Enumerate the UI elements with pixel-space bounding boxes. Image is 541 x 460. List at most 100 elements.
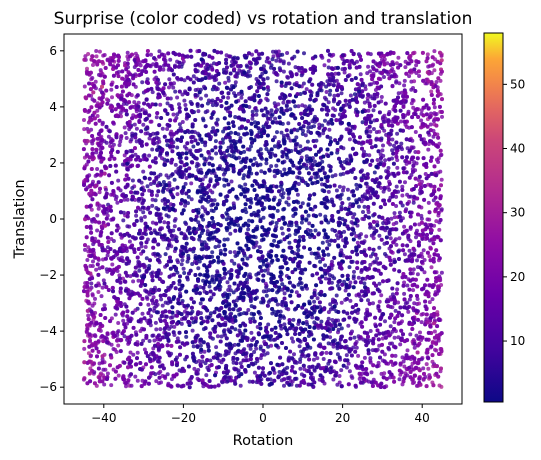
scatter-point [319,319,324,324]
scatter-point [222,237,227,242]
scatter-point [232,250,237,255]
scatter-point [286,61,291,66]
scatter-point [395,287,400,292]
scatter-point [362,281,367,286]
scatter-point [175,192,180,197]
scatter-point [347,369,352,374]
scatter-point [147,136,152,141]
scatter-point [168,57,173,62]
scatter-point [394,184,399,189]
scatter-point [88,264,93,268]
scatter-point [215,334,220,339]
scatter-point [327,92,332,97]
scatter-point [160,126,165,131]
scatter-point [183,103,188,107]
scatter-point [155,193,159,198]
scatter-point [426,200,431,205]
scatter-point [319,88,324,93]
scatter-point [323,263,328,268]
scatter-point [191,74,196,79]
scatter-point [123,131,128,136]
scatter-point [241,176,246,181]
scatter-point [281,100,286,105]
scatter-point [320,240,325,245]
scatter-point [150,220,155,225]
scatter-point [327,127,332,132]
scatter-point [225,280,230,285]
scatter-point [304,87,309,92]
scatter-point [284,103,289,108]
scatter-point [128,149,133,153]
scatter-point [162,220,167,225]
scatter-point [326,121,331,126]
scatter-point [311,357,316,362]
scatter-point [417,301,421,306]
scatter-point [401,359,406,364]
scatter-point [216,244,221,249]
scatter-point [205,229,210,234]
scatter-point [160,303,165,308]
scatter-point [265,76,270,81]
scatter-point [402,364,407,369]
scatter-point [175,145,180,150]
scatter-point [411,145,416,150]
scatter-point [158,369,163,374]
scatter-point [318,212,323,217]
scatter-point [116,373,121,378]
scatter-point [271,49,275,54]
scatter-point [360,216,365,221]
scatter-point [274,184,279,189]
scatter-point [339,368,344,373]
scatter-point [91,63,95,67]
scatter-point [411,288,416,293]
scatter-point [172,324,177,329]
scatter-point [282,322,287,327]
scatter-point [422,270,427,275]
scatter-point [348,298,353,303]
scatter-point [191,344,196,349]
scatter-point [150,147,155,152]
scatter-point [312,299,317,304]
scatter-point [388,324,393,329]
scatter-point [242,149,247,154]
scatter-point [364,234,369,239]
scatter-point [358,72,363,77]
scatter-point [143,131,148,136]
scatter-point [198,343,203,348]
scatter-point [184,334,189,339]
scatter-point [167,77,172,82]
scatter-point [90,76,95,80]
scatter-point [322,63,327,68]
scatter-point [141,210,146,215]
scatter-point [326,58,331,63]
scatter-point [383,319,387,324]
scatter-point [100,285,105,290]
scatter-point [239,95,244,100]
scatter-point [305,139,310,144]
scatter-point [146,302,151,307]
scatter-point [428,183,433,187]
scatter-point [430,297,435,302]
scatter-point [198,96,203,101]
scatter-point [307,365,312,369]
scatter-point [357,376,362,381]
scatter-point [332,93,337,98]
scatter-point [367,153,372,158]
scatter-point [285,51,290,55]
scatter-point [172,224,177,229]
scatter-point [144,256,149,261]
scatter-point [429,89,434,94]
scatter-point [134,213,139,218]
scatter-point [343,288,348,293]
scatter-point [337,380,342,385]
scatter-point [94,267,99,272]
scatter-point [280,231,285,236]
scatter-point [394,242,399,247]
scatter-point [377,233,382,238]
scatter-point [273,116,278,121]
scatter-point [159,297,164,302]
scatter-point [398,342,403,347]
scatter-point [193,88,198,92]
scatter-point [344,353,349,358]
scatter-point [125,50,130,55]
